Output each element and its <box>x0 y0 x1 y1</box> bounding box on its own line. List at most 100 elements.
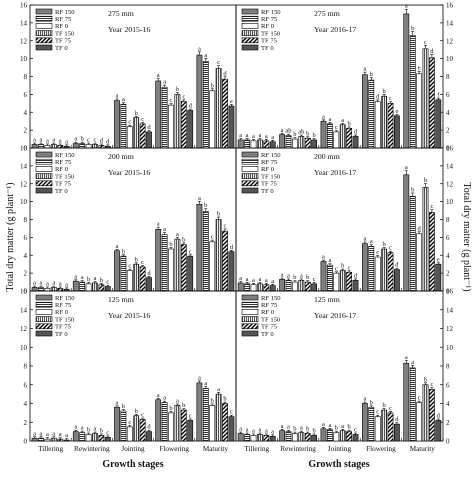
legend-swatch <box>241 158 259 165</box>
legend-label: TF 0 <box>261 188 274 195</box>
bar <box>263 284 270 292</box>
y-tick-label: 2 <box>24 127 28 135</box>
legend-label: TF 0 <box>261 45 274 52</box>
bar <box>393 115 400 149</box>
significance-letter: a <box>239 275 242 282</box>
bar <box>196 54 203 149</box>
bar <box>393 269 400 292</box>
legend-swatch <box>241 301 259 308</box>
significance-letter: a <box>300 425 303 432</box>
legend-label: TF 150 <box>55 316 75 323</box>
significance-letter: a <box>163 226 166 233</box>
bar <box>146 131 152 149</box>
significance-letter: a <box>198 374 201 381</box>
y-tick-label: 10 <box>20 198 28 206</box>
significance-letter: d <box>230 244 234 251</box>
legend-label: TF 0 <box>55 45 68 52</box>
legend-swatch <box>35 330 53 337</box>
bar <box>196 382 203 442</box>
year-label: Year 2016-17 <box>314 168 356 177</box>
bar <box>180 101 187 149</box>
bar <box>98 284 105 292</box>
legend-swatch <box>241 173 259 179</box>
y-tick-label: 14 <box>446 306 454 314</box>
y-tick-label: 2 <box>446 270 450 278</box>
y-tick-label: 8 <box>446 216 450 224</box>
significance-letter: a <box>287 424 290 431</box>
y-tick-label: 8 <box>24 73 28 81</box>
bar <box>38 437 44 442</box>
bar <box>381 95 387 149</box>
significance-letter: a <box>157 221 160 228</box>
y-tick-label: 0 <box>24 438 28 446</box>
bar <box>387 252 394 292</box>
bar <box>285 279 292 292</box>
bar <box>237 433 244 442</box>
x-axis-label-left: Growth stages <box>102 459 163 470</box>
bar <box>352 136 359 149</box>
significance-letter: c <box>128 119 131 126</box>
bar <box>311 435 317 442</box>
significance-letter: a <box>341 423 344 430</box>
bar <box>250 284 257 292</box>
significance-letter: d <box>147 124 151 131</box>
bar <box>333 272 340 292</box>
significance-letter: a <box>163 79 166 86</box>
bar <box>361 74 368 149</box>
bar <box>374 256 381 292</box>
significance-letter: c <box>170 97 173 104</box>
bar <box>291 138 298 149</box>
significance-letter: a <box>252 427 255 434</box>
significance-letter: a <box>287 272 290 279</box>
bar <box>98 145 105 149</box>
significance-letter: a <box>157 72 160 79</box>
bar <box>215 68 222 149</box>
y-tick-label: 16 <box>20 145 28 153</box>
bar <box>237 282 244 292</box>
y-tick-label: 8 <box>24 363 28 371</box>
significance-letter: a <box>116 399 119 406</box>
significance-letter: d <box>395 416 399 423</box>
significance-letter: a <box>204 52 207 59</box>
significance-letter: a <box>46 431 49 438</box>
legend-swatch <box>241 180 259 187</box>
significance-letter: c <box>389 405 392 412</box>
y-tick-label: 14 <box>20 19 28 27</box>
legend-swatch <box>35 30 53 36</box>
significance-letter: a <box>281 423 284 430</box>
bar <box>133 263 140 292</box>
legend-label: RF 150 <box>261 295 281 302</box>
significance-letter: a <box>198 195 201 202</box>
y-tick-label: 8 <box>24 216 28 224</box>
bar <box>250 140 257 149</box>
bar <box>38 144 44 149</box>
bar <box>50 437 57 442</box>
depth-label: 125 mm <box>314 295 340 304</box>
legend-label: TF 0 <box>55 331 68 338</box>
y-tick-label: 4 <box>446 400 450 408</box>
bar <box>374 101 381 149</box>
significance-letter: b <box>411 25 414 32</box>
legend-label: TF 75 <box>55 324 72 331</box>
x-tick-label: Rewintering <box>280 445 316 453</box>
bar <box>44 288 51 292</box>
bar <box>120 103 127 149</box>
significance-letter: a <box>33 280 36 287</box>
legend-label: RF 75 <box>55 159 72 166</box>
significance-letter: c <box>106 279 109 286</box>
y-tick-label: 16 <box>446 145 454 153</box>
significance-letter: a <box>198 45 201 52</box>
legend-label: RF 75 <box>261 16 278 23</box>
legend-swatch <box>241 30 259 36</box>
legend-swatch <box>35 180 53 187</box>
bar <box>422 384 429 442</box>
legend-label: TF 75 <box>261 324 278 331</box>
bar <box>346 271 352 292</box>
significance-letter: c <box>128 419 131 426</box>
x-tick-label: Maturity <box>203 445 229 453</box>
significance-letter: b <box>341 263 344 270</box>
